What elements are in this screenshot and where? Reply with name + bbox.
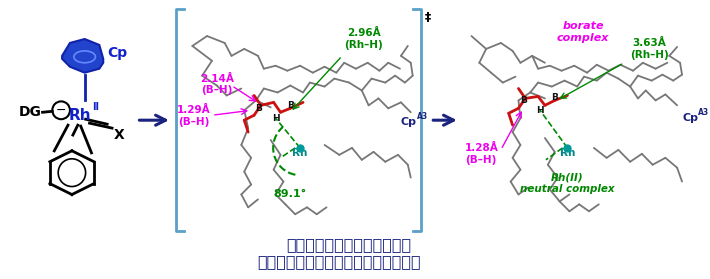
Text: 3.63Å: 3.63Å (633, 38, 667, 48)
Text: A3: A3 (698, 108, 709, 117)
Text: (Rh–H): (Rh–H) (344, 40, 383, 50)
Text: ‡: ‡ (425, 11, 431, 24)
Text: H: H (272, 114, 280, 123)
Text: (B–H): (B–H) (466, 155, 497, 165)
Text: B: B (256, 104, 263, 113)
Text: Cp: Cp (107, 46, 127, 60)
Text: Cp: Cp (682, 113, 698, 123)
Text: X: X (114, 128, 124, 142)
Text: DG: DG (19, 105, 42, 119)
Text: B: B (287, 101, 294, 110)
Text: borate: borate (562, 21, 604, 31)
Text: ２価のロジウムアート触媒が: ２価のロジウムアート触媒が (287, 237, 412, 252)
Polygon shape (62, 39, 103, 73)
Text: Rh(II): Rh(II) (551, 173, 584, 183)
Text: 1.29Å: 1.29Å (177, 105, 210, 115)
Text: ホウ素へヒドリド移動させる遷移状態: ホウ素へヒドリド移動させる遷移状態 (258, 254, 421, 269)
Text: (Rh–H): (Rh–H) (630, 50, 669, 60)
Text: A3: A3 (417, 112, 427, 121)
Text: Cp: Cp (401, 117, 417, 127)
Text: 89.1°: 89.1° (273, 189, 307, 199)
Text: B: B (520, 96, 527, 105)
Text: neutral complex: neutral complex (520, 184, 615, 194)
Text: −: − (56, 104, 66, 117)
Text: Rh: Rh (293, 148, 307, 158)
Text: 2.14Å: 2.14Å (200, 74, 234, 84)
Text: B: B (551, 93, 558, 102)
Text: Rh: Rh (68, 108, 91, 123)
Text: Rh: Rh (559, 148, 575, 158)
Text: II: II (92, 102, 99, 112)
Text: H: H (536, 106, 544, 115)
Text: (B–H): (B–H) (201, 85, 233, 95)
Text: (B–H): (B–H) (178, 117, 209, 127)
Text: 1.28Å: 1.28Å (464, 143, 498, 153)
Text: 2.96Å: 2.96Å (347, 28, 381, 38)
Text: complex: complex (557, 33, 609, 43)
